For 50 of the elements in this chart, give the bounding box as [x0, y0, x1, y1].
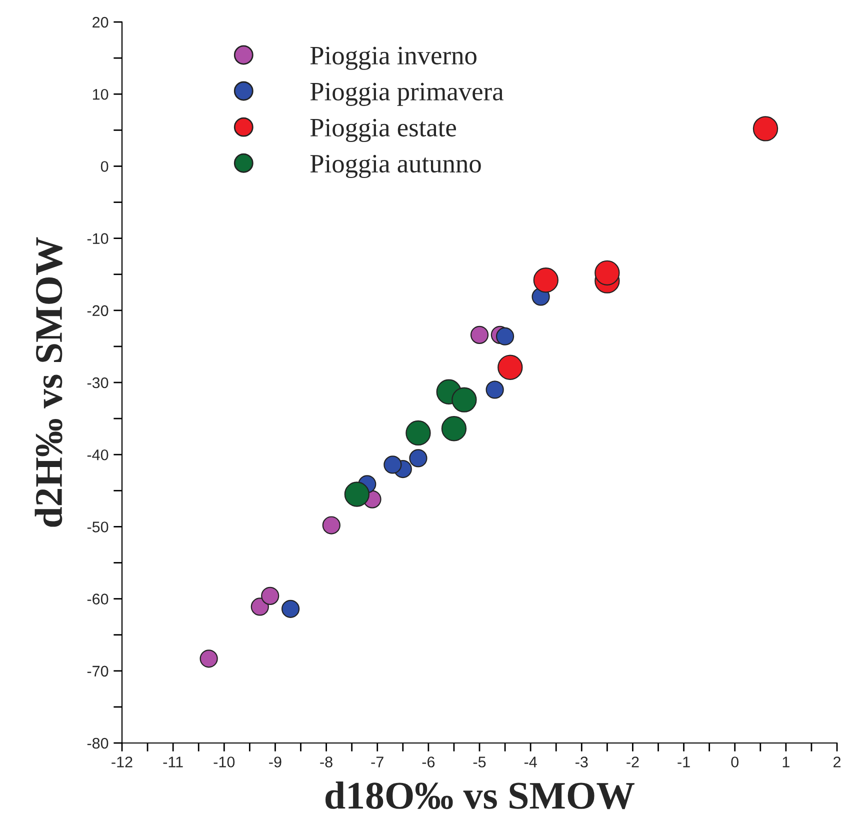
y-tick-label: 20: [92, 16, 108, 28]
point: [594, 260, 620, 286]
x-tick-label: -12: [112, 756, 132, 768]
point: [486, 380, 504, 399]
x-axis-title: d18O‰ vs SMOW: [326, 782, 634, 810]
y-tick-label: -40: [87, 449, 108, 460]
point: [261, 586, 280, 605]
y-tick-label: -20: [87, 305, 108, 316]
point: [406, 420, 431, 446]
x-tick-label: -9: [269, 756, 282, 768]
x-tick-label: -5: [473, 756, 486, 768]
y-axis-title: d2H‰ vs SMOW: [34, 237, 62, 527]
point: [470, 326, 489, 344]
y-tick-label: -70: [87, 666, 108, 677]
point: [533, 268, 558, 293]
point: [752, 116, 778, 142]
y-tick-label: 10: [92, 88, 108, 100]
point: [498, 354, 523, 380]
legend-label: Pioggia primavera: [310, 82, 504, 106]
x-tick-label: 1: [782, 756, 790, 768]
point: [344, 482, 370, 507]
x-tick-label: -1: [678, 756, 690, 768]
point: [281, 600, 300, 618]
point: [200, 650, 218, 668]
x-tick-label: -3: [576, 756, 588, 768]
x-tick-label: -7: [371, 756, 384, 768]
y-tick-label: -60: [87, 594, 108, 604]
x-tick-label: -8: [320, 756, 332, 768]
x-tick-label: 0: [731, 756, 739, 768]
y-tick-label: 0: [100, 161, 108, 172]
legend-label: Pioggia inverno: [310, 46, 476, 70]
y-tick-label: -50: [87, 522, 108, 532]
legend-label: Pioggia estate: [310, 118, 456, 142]
point: [452, 387, 477, 412]
point: [384, 456, 402, 474]
point: [496, 327, 514, 346]
point: [409, 449, 428, 468]
x-tick-label: -4: [524, 756, 537, 768]
x-tick-label: 2: [834, 756, 840, 768]
x-tick-label: -6: [422, 756, 435, 768]
y-tick-label: -10: [87, 233, 108, 244]
y-tick-label: -30: [87, 377, 108, 388]
point: [322, 516, 340, 534]
legend-label: Pioggia autunno: [310, 154, 481, 178]
x-tick-label: -2: [626, 756, 639, 768]
point: [441, 416, 467, 442]
y-tick-label: -80: [87, 738, 108, 749]
point: [250, 598, 269, 616]
x-tick-label: -11: [163, 756, 183, 768]
x-tick-label: -10: [214, 756, 235, 768]
